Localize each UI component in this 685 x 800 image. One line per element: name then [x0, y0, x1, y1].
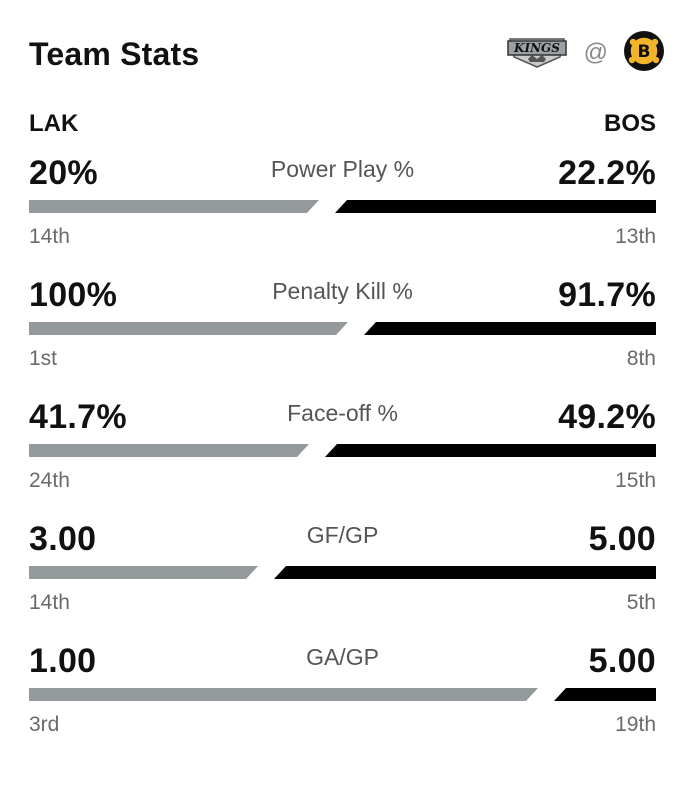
away-rank: 3rd	[29, 713, 60, 736]
away-bar	[29, 566, 258, 579]
bruins-logo-icon: B	[622, 29, 666, 78]
home-rank: 5th	[626, 591, 656, 614]
away-stat-value: 20%	[29, 153, 98, 192]
home-bar	[364, 322, 656, 335]
stat-label: Power Play %	[270, 156, 415, 182]
stat-label: Face-off %	[287, 400, 398, 426]
away-bar	[29, 200, 319, 213]
away-rank: 24th	[29, 469, 70, 492]
home-bar	[554, 688, 656, 701]
home-stat-value: 5.00	[588, 519, 656, 558]
comparison-bar	[29, 688, 656, 701]
comparison-bar	[29, 444, 656, 457]
home-rank: 19th	[615, 713, 656, 736]
away-stat-value: 1.00	[29, 641, 97, 680]
comparison-bar	[29, 322, 656, 335]
away-rank: 14th	[29, 225, 70, 248]
home-bar	[274, 566, 656, 579]
at-symbol: @	[583, 39, 608, 66]
svg-text:B: B	[638, 42, 651, 62]
comparison-bar	[29, 566, 656, 579]
home-stat-value: 91.7%	[558, 275, 656, 314]
matchup: KINGS @ B	[504, 29, 666, 78]
stat-label: GA/GP	[306, 644, 379, 670]
stat-row: 20% Power Play % 22.2% 14th 13th	[29, 150, 656, 272]
home-bar	[335, 200, 656, 213]
svg-text:KINGS: KINGS	[513, 41, 560, 55]
home-stat-value: 49.2%	[558, 397, 656, 436]
team-labels: LAK BOS	[29, 110, 656, 150]
away-rank: 1st	[29, 347, 58, 370]
home-stat-value: 22.2%	[558, 153, 656, 192]
away-bar	[29, 444, 309, 457]
home-rank: 13th	[615, 225, 656, 248]
stat-row: 41.7% Face-off % 49.2% 24th 15th	[29, 394, 656, 516]
comparison-bar	[29, 200, 656, 213]
away-stat-value: 3.00	[29, 519, 97, 558]
away-bar	[29, 322, 348, 335]
away-stat-value: 100%	[29, 275, 118, 314]
away-rank: 14th	[29, 591, 70, 614]
home-stat-value: 5.00	[588, 641, 656, 680]
stats-list: 20% Power Play % 22.2% 14th 13th 100% Pe…	[29, 150, 656, 760]
home-rank: 15th	[615, 469, 656, 492]
home-bar	[325, 444, 656, 457]
kings-logo-icon: KINGS	[504, 31, 570, 76]
stat-row: 100% Penalty Kill % 91.7% 1st 8th	[29, 272, 656, 394]
home-team-abbr: BOS	[603, 110, 656, 137]
stat-label: Penalty Kill %	[272, 278, 413, 304]
stat-row: 1.00 GA/GP 5.00 3rd 19th	[29, 638, 656, 760]
home-rank: 8th	[626, 347, 656, 370]
away-stat-value: 41.7%	[29, 397, 127, 436]
header: Team Stats KINGS @ B	[29, 0, 664, 110]
away-bar	[29, 688, 538, 701]
away-team-abbr: LAK	[29, 110, 79, 137]
page-title: Team Stats	[29, 35, 200, 72]
stat-label: GF/GP	[306, 522, 379, 548]
stat-row: 3.00 GF/GP 5.00 14th 5th	[29, 516, 656, 638]
